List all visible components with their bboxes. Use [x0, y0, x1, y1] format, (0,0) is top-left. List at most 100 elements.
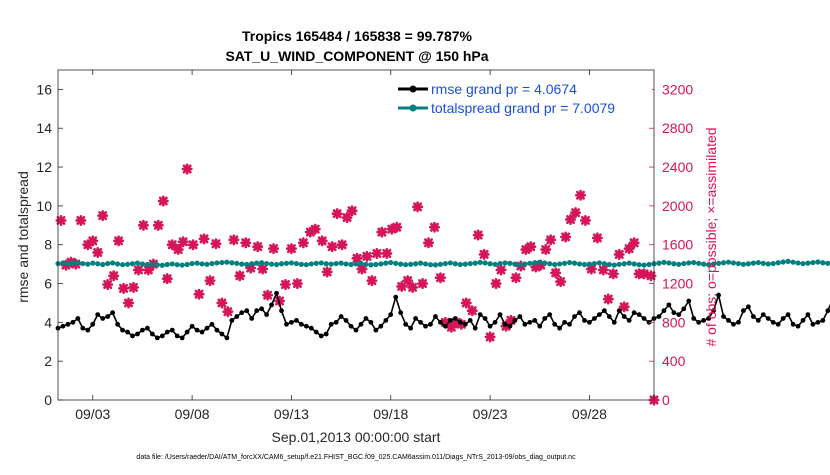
obs-assimilated-marker [638, 268, 650, 280]
rmse-point [149, 331, 155, 337]
totalspread-point [815, 259, 821, 265]
totalspread-point [616, 261, 622, 267]
legend-spread-label: totalspread grand pr = 7.0079 [431, 100, 615, 116]
y-left-tick-label: 10 [36, 198, 52, 214]
rmse-point [194, 327, 200, 333]
rmse-point [388, 312, 394, 317]
totalspread-point [144, 261, 150, 268]
y-right-tick-label: 400 [662, 353, 686, 369]
plot-frame [57, 69, 655, 401]
rmse-point [527, 319, 533, 325]
totalspread-point [90, 260, 96, 266]
rmse-point [328, 321, 334, 327]
rmse-point [557, 325, 563, 331]
totalspread-point [621, 261, 627, 267]
rmse-point [522, 321, 528, 327]
x-axis-label: Sep.01,2013 00:00:00 start [272, 429, 441, 445]
totalspread-point [676, 261, 682, 267]
rmse-point [820, 318, 826, 323]
rmse-point [552, 321, 558, 327]
totalspread-point [760, 260, 766, 266]
obs-assimilated-marker [177, 236, 189, 248]
y-left-tick-label: 8 [44, 237, 52, 253]
y-left-tick-label: 4 [44, 314, 52, 330]
rmse-point [775, 321, 781, 327]
obs-assimilated-marker [87, 235, 99, 247]
rmse-point [721, 314, 726, 319]
obs-assimilated-marker [193, 288, 205, 300]
legend-rmse-marker [409, 85, 417, 93]
rmse-point [294, 318, 299, 323]
rmse-point [348, 323, 354, 329]
rmse-point [671, 310, 677, 316]
totalspread-point [422, 261, 429, 267]
rmse-point [219, 331, 225, 337]
obs-assimilated-marker [113, 235, 125, 247]
totalspread-point [790, 259, 796, 265]
obs-assimilated-marker [82, 239, 94, 251]
rmse-point [403, 321, 409, 327]
y-left-tick-label: 12 [36, 159, 52, 175]
obs-assimilated-marker [466, 305, 478, 317]
rmse-point [636, 312, 642, 317]
rmse-point [264, 312, 269, 317]
obs-assimilated-marker [55, 214, 67, 226]
obs-assimilated-marker [172, 244, 184, 256]
rmse-point [60, 323, 66, 329]
rmse-point [661, 308, 667, 314]
rmse-point [765, 316, 771, 321]
totalspread-point [571, 260, 578, 266]
totalspread-point [298, 261, 304, 267]
legend-rmse-label: rmse grand pr = 4.0674 [431, 81, 577, 97]
totalspread-point [60, 260, 66, 266]
rmse-point [428, 321, 433, 327]
totalspread-point [715, 260, 722, 266]
rmse-point [611, 319, 617, 325]
rmse-point [616, 308, 622, 314]
totalspread-point [512, 261, 518, 267]
totalspread-point [750, 260, 756, 266]
x-tick-label: 09/18 [373, 406, 408, 422]
rmse-point [815, 319, 821, 325]
rmse-point [398, 310, 404, 316]
obs-assimilated-marker [346, 205, 358, 217]
rmse-point [572, 314, 577, 319]
rmse-point [373, 327, 379, 333]
totalspread-point [696, 260, 702, 266]
rmse-point [145, 325, 150, 331]
obs-assimilated-marker [535, 259, 547, 271]
totalspread-point [268, 261, 275, 267]
totalspread-point [75, 259, 81, 266]
y-right-tick-label: 2000 [662, 198, 693, 214]
totalspread-point [785, 258, 791, 264]
spread-layer [55, 258, 830, 268]
obs-assimilated-marker [560, 231, 572, 243]
y-right-tick-label: 800 [662, 314, 686, 330]
totalspread-point [244, 261, 250, 268]
totalspread-point [586, 261, 593, 267]
y-right-tick-label: 3200 [662, 81, 693, 97]
totalspread-point [417, 260, 424, 266]
obs-assimilated-marker [574, 189, 586, 201]
totalspread-point [234, 260, 240, 266]
totalspread-point [85, 261, 91, 267]
totalspread-point [755, 259, 761, 266]
rmse-point [736, 319, 741, 325]
rmse-point [105, 314, 111, 319]
totalspread-point [457, 261, 463, 268]
obs-assimilated-marker [166, 239, 178, 251]
rmse-point [353, 327, 359, 333]
totalspread-point [80, 260, 86, 267]
rmse-point [413, 316, 418, 321]
totalspread-point [378, 261, 384, 267]
rmse-point [532, 318, 538, 323]
x-tick-label: 09/23 [473, 406, 508, 422]
totalspread-point [462, 261, 468, 267]
rmse-point [691, 316, 697, 321]
obs-assimilated-marker [245, 262, 257, 274]
totalspread-point [636, 262, 642, 268]
obs-assimilated-marker [279, 279, 291, 290]
rmse-point [313, 329, 319, 335]
rmse-point [383, 318, 389, 323]
obs-assimilated-marker [510, 272, 522, 284]
